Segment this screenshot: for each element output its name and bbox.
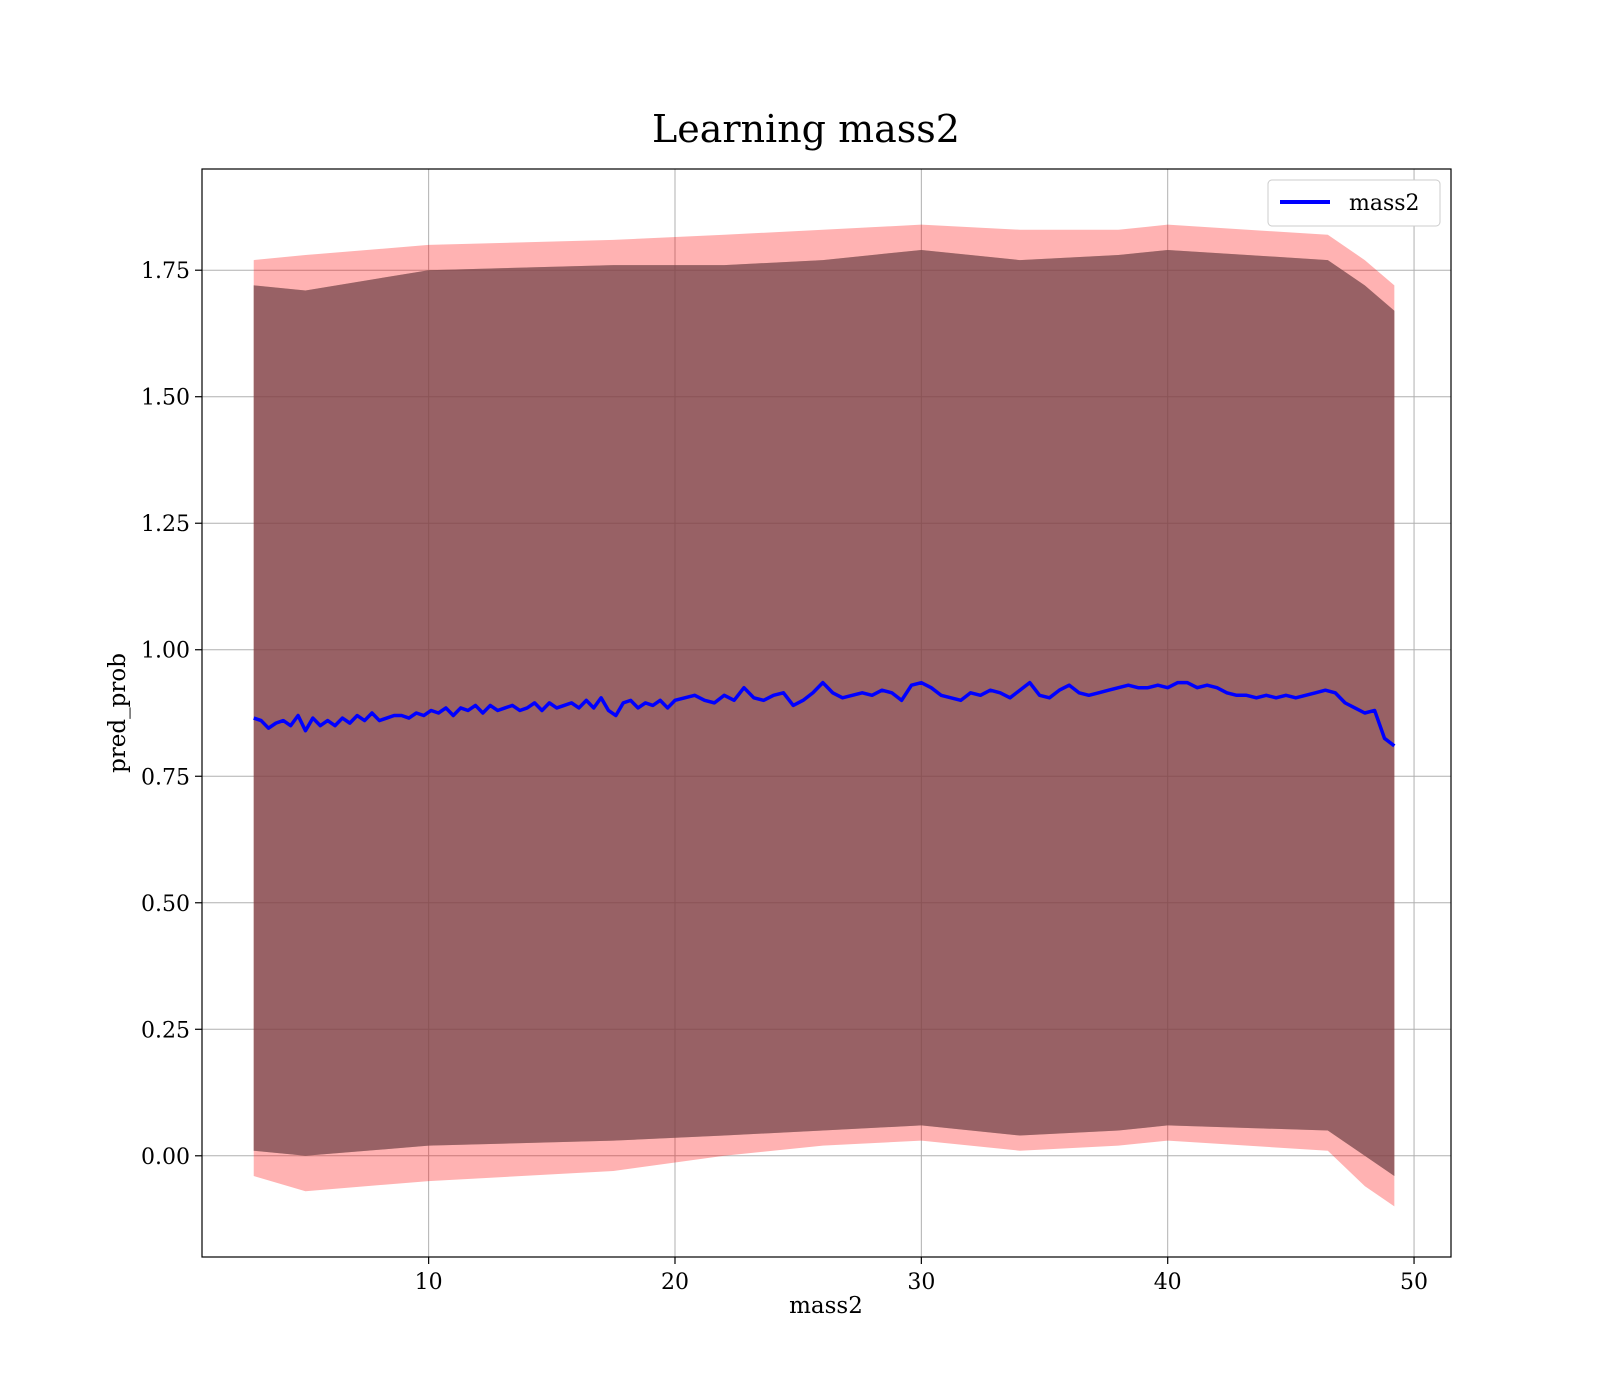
y-tick-label-2: 0.50 bbox=[141, 892, 190, 917]
y-tick-label-1: 0.25 bbox=[141, 1018, 190, 1043]
y-tick-label-5: 1.25 bbox=[141, 512, 190, 537]
x-tick-label-1: 20 bbox=[661, 1270, 689, 1295]
y-tick-label-0: 0.00 bbox=[141, 1145, 190, 1170]
legend-box bbox=[1267, 179, 1441, 227]
y-tick-label-7: 1.75 bbox=[141, 259, 190, 284]
band-overlap bbox=[253, 249, 1395, 1177]
x-tick-label-0: 10 bbox=[415, 1270, 443, 1295]
legend: mass2 bbox=[1267, 179, 1441, 227]
y-tick-label-3: 0.75 bbox=[141, 765, 190, 790]
x-ticks: 10 20 30 40 50 bbox=[415, 1257, 1428, 1295]
chart-title: Learning mass2 bbox=[652, 107, 960, 151]
x-tick-label-2: 30 bbox=[907, 1270, 935, 1295]
bands bbox=[253, 224, 1395, 1207]
x-axis-label: mass2 bbox=[789, 1293, 863, 1319]
plot-area-frame bbox=[201, 168, 1452, 1258]
y-ticks: 0.00 0.25 0.50 0.75 1.00 1.25 1.50 1.75 bbox=[141, 259, 202, 1170]
series-lines bbox=[253, 680, 1396, 748]
y-tick-label-6: 1.50 bbox=[141, 386, 190, 411]
x-tick-label-4: 50 bbox=[1400, 1270, 1428, 1295]
y-tick-label-4: 1.00 bbox=[141, 639, 190, 664]
y-axis-label: pred_prob bbox=[105, 653, 131, 773]
x-tick-label-3: 40 bbox=[1154, 1270, 1182, 1295]
series-line-mass2 bbox=[253, 680, 1396, 748]
legend-label-mass2: mass2 bbox=[1349, 191, 1420, 216]
